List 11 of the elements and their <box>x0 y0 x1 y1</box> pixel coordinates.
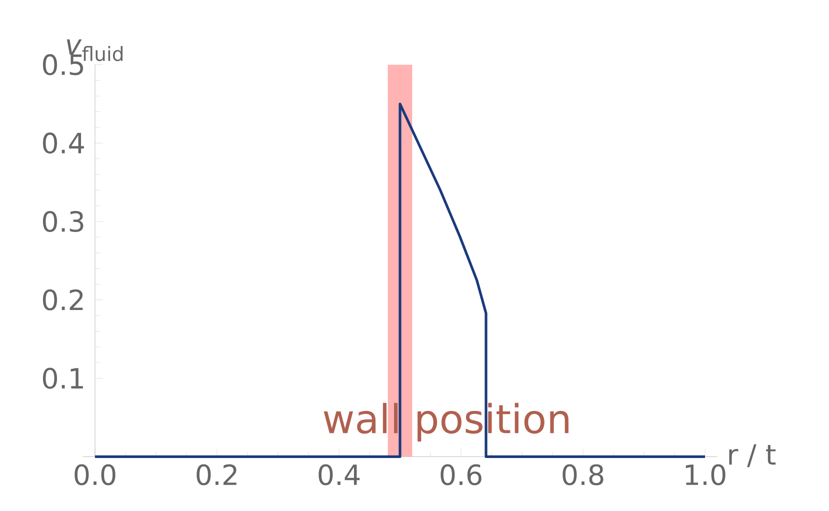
x-tick-label: 0.8 <box>562 464 604 486</box>
x-tick-label: 0.0 <box>74 464 116 486</box>
x-tick-label: 0.2 <box>196 464 236 486</box>
y-tick-label: 0.4 <box>42 132 84 154</box>
x-axis-title: r / t <box>729 444 776 468</box>
y-tick-label: 0.3 <box>42 210 84 232</box>
x-tick-label: 1.0 <box>686 464 726 486</box>
x-tick-label: 0.4 <box>318 464 360 486</box>
y-tick-label: 0.2 <box>42 289 83 310</box>
y-tick-label: 0.1 <box>42 368 83 389</box>
x-tick-label: 0.6 <box>440 464 482 486</box>
